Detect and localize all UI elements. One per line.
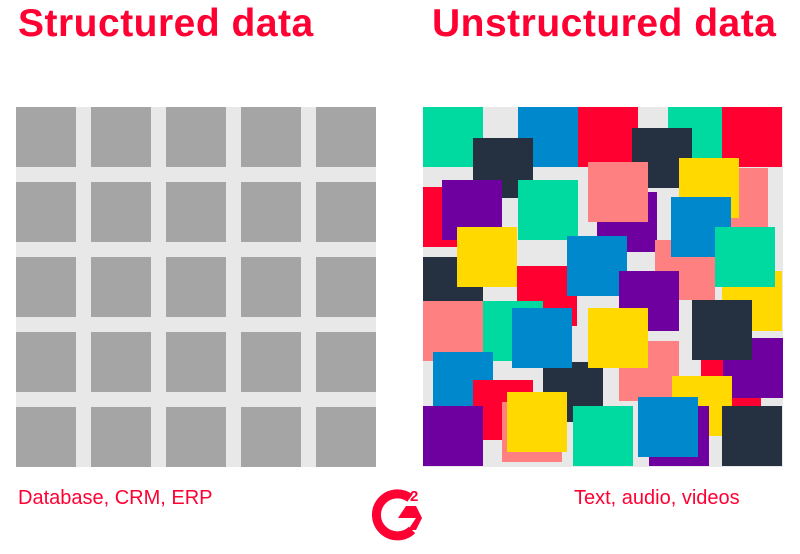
grid-cell <box>16 182 76 242</box>
grid-cell <box>316 332 376 392</box>
grid-cell <box>241 257 301 317</box>
grid-cell <box>16 107 76 167</box>
grid-cell <box>241 332 301 392</box>
tile-purple <box>423 406 483 466</box>
grid-cell <box>316 107 376 167</box>
structured-caption: Database, CRM, ERP <box>18 487 213 509</box>
svg-text:2: 2 <box>410 488 418 505</box>
grid-cell <box>91 332 151 392</box>
grid-cell <box>91 407 151 467</box>
grid-cell <box>316 182 376 242</box>
grid-cell <box>16 332 76 392</box>
tile-salmon <box>588 162 648 222</box>
tile-blue <box>567 236 627 296</box>
grid-cell <box>166 107 226 167</box>
unstructured-collage <box>423 107 783 467</box>
tile-yellow <box>457 227 517 287</box>
grid-cell <box>316 257 376 317</box>
tile-salmon <box>423 301 483 361</box>
tile-dark <box>722 406 782 466</box>
tile-red <box>722 107 782 167</box>
grid-cell <box>316 407 376 467</box>
tile-red <box>578 107 638 167</box>
grid-cell <box>166 257 226 317</box>
tile-green <box>715 227 775 287</box>
tile-dark <box>692 300 752 360</box>
grid-cell <box>166 182 226 242</box>
grid-cell <box>16 257 76 317</box>
grid-cell <box>91 107 151 167</box>
structured-grid <box>16 107 376 467</box>
tile-yellow <box>507 392 567 452</box>
tile-blue <box>512 308 572 368</box>
structured-data-title: Structured data <box>18 2 314 45</box>
grid-cell <box>166 332 226 392</box>
grid-cell <box>241 182 301 242</box>
g2-logo: 2 <box>371 488 422 541</box>
grid-cell <box>241 107 301 167</box>
grid-cell <box>241 407 301 467</box>
grid-cell <box>91 257 151 317</box>
grid-cell <box>91 182 151 242</box>
unstructured-data-title: Unstructured data <box>432 2 777 45</box>
unstructured-caption: Text, audio, videos <box>574 487 740 509</box>
grid-cell <box>166 407 226 467</box>
tile-green <box>518 180 578 240</box>
tile-yellow <box>588 308 648 368</box>
tile-blue <box>638 397 698 457</box>
grid-cell <box>16 407 76 467</box>
tile-green <box>573 406 633 466</box>
